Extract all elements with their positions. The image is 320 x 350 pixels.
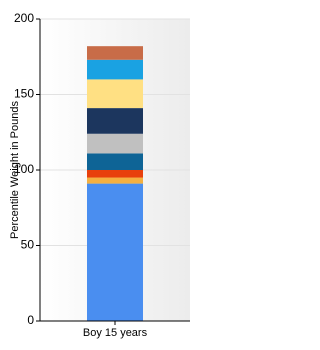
chart: Percentile Weight in Pounds 0 50 100 150 200… xyxy=(9,11,190,339)
bar-segment xyxy=(87,153,143,170)
y-axis-label: Percentile Weight in Pounds xyxy=(9,101,21,239)
bar-segment xyxy=(87,133,143,154)
y-tick-label: 150 xyxy=(14,87,34,101)
bar-segment xyxy=(87,46,143,60)
x-tick-label: Boy 15 years xyxy=(83,327,148,339)
y-tick-label: 50 xyxy=(21,238,35,252)
bar-segment xyxy=(87,170,143,178)
y-tick-label: 0 xyxy=(27,313,34,327)
y-tick-label: 100 xyxy=(14,162,34,176)
bar-segment xyxy=(87,177,143,184)
bar-segment xyxy=(87,79,143,109)
bar-segment xyxy=(87,108,143,134)
y-tick-label: 200 xyxy=(14,11,34,25)
bar-segment xyxy=(87,183,143,321)
bar-segment xyxy=(87,59,143,80)
